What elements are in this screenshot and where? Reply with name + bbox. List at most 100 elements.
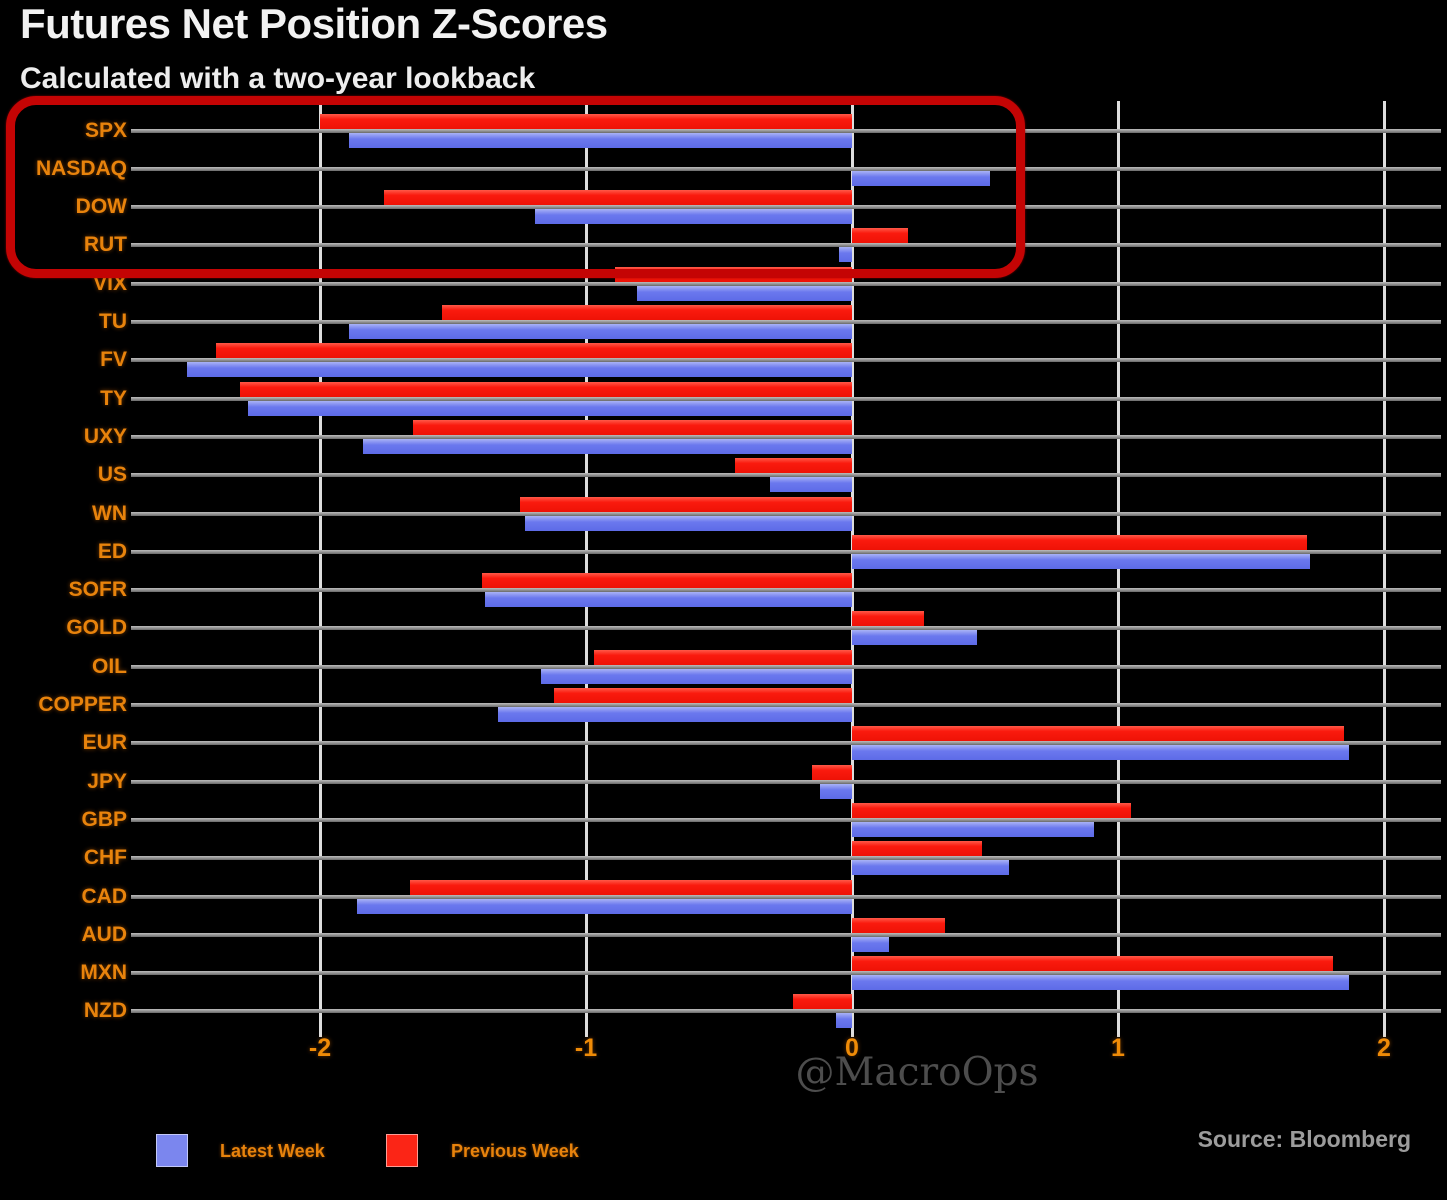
category-label: GOLD (66, 616, 127, 640)
bar-latest-week (852, 975, 1350, 991)
category-label: OIL (92, 654, 127, 678)
row-line (131, 320, 1441, 324)
bar-previous-week (793, 994, 852, 1010)
bar-previous-week (482, 573, 852, 589)
bar-latest-week (187, 362, 852, 378)
legend-swatch-latest-week (156, 1134, 188, 1167)
bar-previous-week (240, 381, 852, 397)
bar-latest-week (498, 707, 852, 722)
category-label: TY (100, 386, 127, 410)
bar-previous-week (216, 343, 852, 359)
category-label: CHF (83, 846, 127, 870)
bar-previous-week (852, 802, 1132, 818)
bar-previous-week (852, 611, 924, 627)
category-label: SPX (84, 118, 127, 142)
bar-latest-week (484, 592, 852, 608)
bar-previous-week (812, 764, 852, 780)
bar-latest-week (852, 936, 890, 952)
row-line (131, 703, 1441, 707)
bar-previous-week (593, 649, 852, 665)
chart-subtitle: Calculated with a two-year lookback (20, 62, 536, 95)
x-tick-label: 0 (845, 1034, 859, 1062)
row-line (131, 128, 1441, 133)
bar-latest-week (852, 821, 1095, 837)
grid-line-vertical (850, 101, 854, 1037)
grid-line-vertical (1116, 101, 1120, 1037)
grid-line-vertical (584, 101, 588, 1037)
row-line (131, 971, 1441, 976)
row-line (131, 817, 1441, 822)
bar-latest-week (349, 132, 852, 148)
bar-latest-week (362, 438, 852, 454)
row-line (131, 243, 1441, 248)
bar-latest-week (820, 783, 852, 799)
legend: Latest Week Previous Week (0, 1130, 1447, 1174)
bar-previous-week (383, 190, 852, 206)
bar-previous-week (320, 113, 852, 129)
category-label: UXY (83, 424, 127, 448)
category-label: GBP (81, 807, 127, 831)
legend-label-previous-week: Previous Week (451, 1141, 579, 1161)
category-label: COPPER (38, 693, 127, 716)
row-line (131, 894, 1441, 899)
legend-swatch-previous-week (386, 1134, 418, 1167)
row-line (131, 1009, 1441, 1014)
bar-previous-week (410, 879, 852, 895)
row-line (131, 396, 1441, 401)
watermark: @MacroOps (795, 1050, 1039, 1095)
category-label: ED (97, 539, 127, 563)
bar-latest-week (852, 630, 978, 646)
x-tick-label: 1 (1111, 1034, 1125, 1062)
bar-previous-week (734, 458, 852, 474)
category-label: WN (92, 501, 127, 525)
x-tick-label: 2 (1377, 1034, 1391, 1062)
bar-previous-week (852, 956, 1334, 972)
grid-line-vertical (318, 101, 322, 1037)
category-label: CAD (81, 884, 128, 908)
source-label: Source: Bloomberg (1197, 1126, 1411, 1152)
bar-latest-week (248, 400, 852, 416)
bar-latest-week (852, 745, 1350, 761)
row-line (131, 166, 1441, 171)
row-line (131, 434, 1441, 439)
row-line (131, 549, 1441, 554)
row-line (131, 473, 1441, 478)
bar-previous-week (519, 496, 852, 512)
bar-latest-week (535, 209, 852, 225)
category-label: JPY (87, 769, 127, 793)
bar-latest-week (852, 170, 991, 186)
x-tick-label: -2 (308, 1034, 332, 1062)
row-line (131, 626, 1441, 631)
category-label: FV (100, 348, 127, 372)
category-label: AUD (81, 922, 128, 946)
row-line (131, 358, 1441, 363)
row-line (131, 588, 1441, 593)
bar-previous-week (852, 917, 946, 933)
bar-latest-week (852, 553, 1310, 569)
category-label: DOW (75, 195, 127, 219)
grid-line-vertical (1382, 101, 1386, 1037)
bar-previous-week (442, 305, 852, 320)
row-line (131, 511, 1441, 516)
row-line (131, 741, 1441, 746)
chart-title: Futures Net Position Z-Scores (20, 0, 608, 47)
category-label: RUT (83, 233, 127, 257)
category-label: NZD (83, 999, 127, 1023)
bar-latest-week (769, 477, 852, 493)
bar-latest-week (838, 247, 852, 263)
bar-previous-week (554, 688, 852, 703)
row-line (131, 205, 1441, 210)
bar-previous-week (852, 228, 908, 244)
bar-latest-week (349, 324, 852, 339)
legend-label-latest-week: Latest Week (220, 1141, 325, 1161)
bar-latest-week (357, 898, 852, 914)
bar-previous-week (413, 419, 852, 435)
category-label: US (97, 463, 127, 487)
category-label: NASDAQ (35, 156, 127, 180)
row-line (131, 856, 1441, 861)
bar-latest-week (852, 860, 1009, 876)
category-label: SOFR (68, 578, 127, 602)
category-label: EUR (82, 731, 127, 755)
bar-latest-week (540, 668, 852, 684)
